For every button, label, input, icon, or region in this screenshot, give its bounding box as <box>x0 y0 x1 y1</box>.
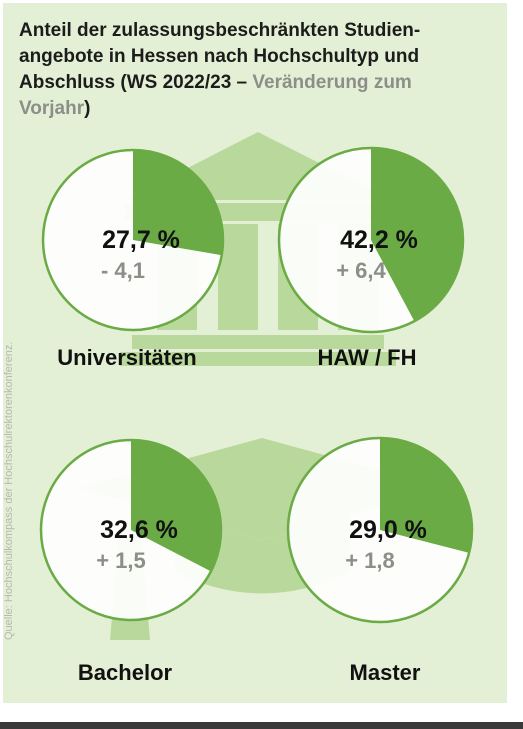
building-stairs <box>120 352 396 366</box>
title-line-2: angebote in Hessen nach Hochschultyp und <box>19 46 420 67</box>
pie-slice-master <box>380 438 472 553</box>
building-column-2 <box>218 224 258 330</box>
change-label-universitäten: - 4,1 <box>101 258 145 283</box>
bottom-bar <box>0 722 523 729</box>
pie-slice-universitäten <box>133 150 223 256</box>
change-label-bachelor: + 1,5 <box>96 548 146 573</box>
value-label-universitäten: 27,7 % <box>102 226 180 254</box>
value-label-haw-fh: 42,2 % <box>340 226 418 254</box>
title-line-1: Anteil der zulassungsbeschränkten Studie… <box>19 20 421 41</box>
category-label-universitäten: Universitäten <box>57 345 196 370</box>
pie-group <box>39 146 474 624</box>
category-label-haw-fh: HAW / FH <box>318 345 417 370</box>
value-label-master: 29,0 % <box>349 516 427 544</box>
value-label-bachelor: 32,6 % <box>100 516 178 544</box>
category-label-bachelor: Bachelor <box>78 660 173 685</box>
category-label-master: Master <box>350 660 421 685</box>
building-base <box>132 335 384 349</box>
pie-slice-bachelor <box>131 440 221 572</box>
chart-title: Anteil der zulassungsbeschränkten Studie… <box>19 18 489 122</box>
title-line-4a: Vorjahr <box>19 98 85 119</box>
title-line-4b: ) <box>84 98 91 119</box>
pie-labels: 27,7 % - 4,1 Universitäten 42,2 % + 6,4 HAW /… <box>57 226 427 685</box>
title-line-3a: Abschluss (WS 2022/23 – <box>19 72 248 93</box>
change-label-master: + 1,8 <box>345 548 395 573</box>
change-label-haw-fh: + 6,4 <box>336 258 386 283</box>
pie-slice-haw-fh <box>371 148 464 322</box>
source-note: Quelle: Hochschulkompass der Hochschulre… <box>3 341 15 640</box>
title-line-3b: Veränderung zum <box>252 72 412 93</box>
